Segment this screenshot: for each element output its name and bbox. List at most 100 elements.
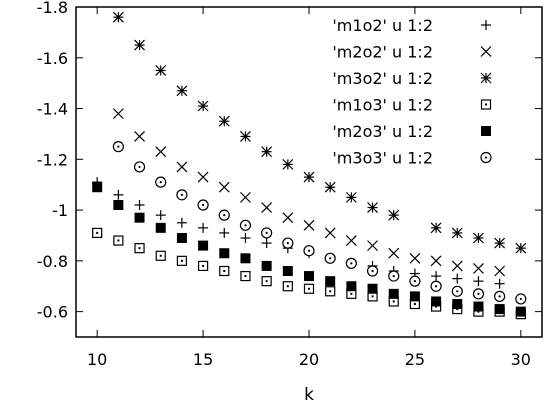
data-point-filled-box [113, 200, 124, 210]
data-point-box [197, 260, 209, 272]
legend-entry: 'm1o2' u 1:2 [332, 16, 491, 35]
data-point-filled-box [134, 212, 145, 223]
data-point-box [282, 281, 293, 292]
data-point-box [261, 276, 272, 287]
legend-entry: 'm1o3' u 1:2 [332, 96, 492, 115]
data-point-cross [282, 212, 294, 224]
data-point-filled-box [240, 253, 251, 264]
data-point-filled-box [473, 301, 484, 312]
data-point-filled-box [325, 276, 336, 287]
data-point-star [367, 202, 378, 213]
data-point-star [282, 158, 294, 170]
data-point-plus [198, 222, 209, 233]
data-point-filled-box [176, 233, 187, 243]
legend-label: 'm1o2' u 1:2 [332, 16, 433, 35]
y-tick-label: -0.6 [37, 303, 68, 322]
x-tick-label: 15 [193, 350, 213, 369]
legend-label: 'm2o3' u 1:2 [332, 122, 433, 141]
data-point-star [324, 181, 336, 193]
data-point-filled-box [304, 271, 314, 282]
data-point-filled-box [494, 304, 505, 315]
data-point-filled-box [219, 248, 230, 259]
data-point-star [155, 65, 167, 76]
data-point-plus [176, 217, 187, 228]
data-point-filled-box [452, 299, 463, 309]
legend-label: 'm1o3' u 1:2 [332, 96, 433, 115]
data-point-plus [481, 20, 491, 30]
data-point-circle-dot [303, 245, 315, 257]
data-point-circle-dot [324, 252, 336, 264]
data-point-box [480, 99, 492, 110]
y-tick-label: -1.6 [37, 49, 68, 68]
data-point-filled-box [388, 288, 399, 299]
data-point-circle-dot [112, 141, 124, 153]
y-tick-label: -1.2 [37, 150, 68, 169]
data-point-cross [197, 171, 209, 183]
legend: 'm1o2' u 1:2 'm2o2' u 1:2 'm3o2' u 1:2 'm1o… [332, 16, 492, 168]
x-axis-title: k [304, 385, 314, 405]
data-point-cross [430, 255, 442, 267]
data-point-circle-dot [430, 280, 442, 292]
data-point-circle-dot [239, 219, 252, 231]
data-point-filled-box [92, 182, 103, 193]
data-point-star [494, 237, 506, 249]
data-point-star [261, 146, 273, 158]
data-point-plus [155, 210, 166, 221]
legend-label: 'm3o2' u 1:2 [332, 69, 433, 88]
data-point-filled-box [261, 260, 272, 271]
data-point-circle-dot [176, 189, 188, 201]
data-point-filled-box [346, 281, 357, 292]
data-point-star [240, 131, 251, 142]
data-point-filled-box [155, 222, 166, 233]
data-point-circle-dot [218, 209, 230, 221]
data-point-star [480, 72, 492, 84]
legend-label: 'm3o3' u 1:2 [332, 149, 433, 168]
data-point-plus [219, 227, 230, 238]
data-point-filled-box [282, 266, 293, 276]
data-point-plus [494, 278, 505, 289]
data-point-star [218, 115, 230, 127]
data-point-cross [176, 161, 188, 173]
data-point-filled-box [481, 126, 491, 136]
data-point-box [325, 286, 336, 297]
data-point-star [515, 242, 527, 254]
data-point-circle-dot [480, 151, 492, 164]
data-point-star [345, 191, 357, 203]
data-point-cross [494, 265, 506, 277]
data-point-cross [303, 219, 315, 231]
legend-entry: 'm2o3' u 1:2 [332, 122, 491, 141]
data-point-circle-dot [282, 237, 294, 249]
data-point-plus [431, 271, 442, 282]
y-tick-label: -1.4 [37, 100, 68, 119]
data-point-cross [240, 191, 251, 203]
data-point-circle-dot [494, 290, 506, 302]
points-layer [92, 11, 527, 320]
ticks-layer: 10 15 20 25 30 -1.8 -1.6 -1.4 -1.2 -1 -0.8 -0.6 [37, 0, 542, 369]
data-point-cross [112, 108, 124, 120]
legend-label: 'm2o2' u 1:2 [332, 43, 433, 62]
data-point-cross [345, 235, 357, 246]
data-point-plus [240, 233, 251, 243]
data-point-box [219, 265, 230, 277]
data-point-star [430, 222, 442, 234]
data-point-star [303, 171, 315, 183]
data-point-circle-dot [451, 285, 463, 297]
data-point-cross [367, 240, 378, 252]
data-point-plus [134, 200, 145, 210]
data-point-cross [134, 131, 145, 142]
data-point-circle-dot [472, 288, 485, 300]
data-point-star [112, 11, 124, 23]
data-point-circle-dot [345, 257, 357, 269]
data-point-star [451, 227, 463, 239]
data-point-plus [261, 238, 272, 249]
data-point-filled-box [409, 291, 420, 302]
data-point-star [176, 85, 188, 97]
legend-entry: 'm3o2' u 1:2 [332, 69, 492, 88]
data-point-box [303, 283, 315, 294]
x-tick-label: 20 [299, 350, 319, 369]
data-point-filled-box [367, 283, 378, 294]
data-point-cross [451, 260, 463, 272]
data-point-plus [113, 189, 124, 200]
data-point-star [197, 100, 209, 112]
